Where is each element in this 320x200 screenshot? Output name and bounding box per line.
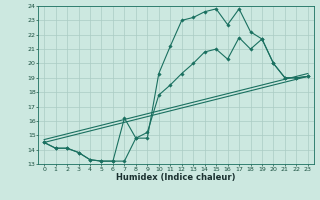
X-axis label: Humidex (Indice chaleur): Humidex (Indice chaleur) [116,173,236,182]
